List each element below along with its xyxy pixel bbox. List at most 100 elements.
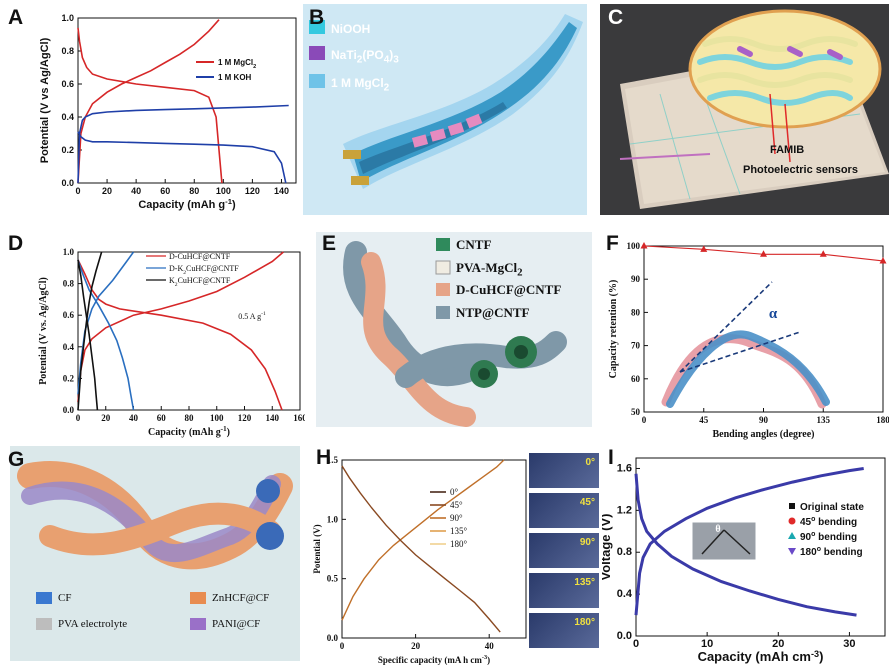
series-line-5: [77, 259, 99, 411]
x-tick-label: 20: [102, 186, 112, 196]
legend-label: Original state: [800, 502, 864, 513]
legend-label: D-CuHCF@CNTF: [169, 252, 231, 261]
x-axis-title: Specific capacity (mA h cm-3): [378, 654, 490, 665]
legend-label: 180°: [450, 539, 468, 549]
legend-marker: [788, 548, 796, 555]
chart-f: 0 45 90 135 180 50 60 70 80 90 100 Bending angles (…: [608, 241, 889, 440]
legend-label: 1 M MgCl2: [218, 58, 256, 70]
x-tick-label: 0: [76, 413, 81, 423]
y-tick-label: 1.2: [617, 504, 632, 516]
data-point: [879, 256, 887, 264]
panel-h: 0 20 40 0.0 0.5 1.0 1.5 Specific capacity (mA h…: [310, 446, 602, 668]
panel-d: 0 20 40 60 80 100 120 140 160 0.0 0.2 0.4 0.6 0.8 1.0 C…: [0, 232, 307, 442]
panel-c: C FAMIB Photoelectric sensors: [600, 4, 889, 215]
panel-letter-b: B: [309, 6, 325, 29]
bending-photo: 180°: [528, 612, 600, 649]
panel-b: B NiOOH NaTi2(PO4)3 1 M MgCl2: [303, 4, 587, 215]
angle-line: [679, 281, 773, 373]
x-tick-label: 90: [759, 415, 769, 425]
inset-line: [701, 529, 725, 555]
label-photoelectric-sensors: Photoelectric sensors: [743, 164, 858, 176]
x-tick-label: 80: [189, 186, 199, 196]
y-tick-label: 0.4: [617, 588, 633, 600]
legend-swatch-cntf: [436, 238, 450, 251]
fiber-battery-illustration: [316, 232, 592, 427]
y-tick-label: 70: [631, 341, 641, 351]
legend-label-cntf: CNTF: [456, 237, 492, 252]
y-axis-title: Potential (V vs Ag/AgCl): [39, 37, 51, 163]
y-tick-label: 50: [631, 407, 641, 417]
plot-frame: [341, 459, 527, 639]
rate-annotation: 0.5 A g-1: [238, 311, 266, 321]
x-tick-label: 30: [843, 638, 855, 650]
chart-i: 0 10 20 30 0.0 0.4 0.8 1.2 1.6 Capacity (mAh cm-3…: [598, 457, 886, 664]
series-line-2: [77, 104, 289, 184]
x-tick-label: 60: [157, 413, 167, 423]
y-tick-label: 100: [627, 241, 641, 251]
y-tick-label: 0.0: [63, 405, 75, 415]
x-tick-label: 0: [633, 638, 639, 650]
y-tick-label: 0.6: [63, 310, 75, 320]
y-axis-title: Voltage (V): [602, 514, 613, 581]
chart-h: 0 20 40 0.0 0.5 1.0 1.5 Specific capacity (mA h…: [312, 455, 527, 665]
panel-letter-f: F: [606, 232, 619, 255]
x-tick-label: 20: [101, 413, 111, 423]
y-tick-label: 0.8: [617, 546, 632, 558]
legend-label-ntp: NTP@CNTF: [456, 305, 530, 320]
photo-angle-label: 0°: [585, 457, 595, 468]
x-tick-label: 180: [876, 415, 889, 425]
panel-letter-c: C: [608, 6, 624, 29]
panel-letter-d: D: [8, 232, 24, 255]
y-tick-label: 60: [631, 374, 641, 384]
bending-photo: 45°: [528, 492, 600, 529]
y-tick-label: 0.5: [327, 574, 339, 584]
panel-letter-g: G: [8, 448, 25, 471]
series-line-2: [77, 251, 135, 395]
chart-a: 0 20 40 60 80 100 120 140 0.0 0.2 0.4 0.6 0.8 1.0 Capa…: [39, 13, 297, 211]
y-tick-label: 0.6: [61, 79, 74, 89]
legend-swatch-nti: [309, 46, 325, 60]
data-point: [760, 250, 767, 257]
angle-line: [679, 331, 801, 373]
x-axis-title: Capacity (mAh cm-3): [698, 649, 824, 664]
y-tick-label: 1.0: [61, 13, 74, 23]
legend-label-mgcl: 1 M MgCl2: [331, 76, 390, 94]
x-tick-label: 0: [642, 415, 647, 425]
y-tick-label: 0.2: [61, 145, 74, 155]
legend-label: K2CuHCF@CNTF: [169, 276, 231, 288]
twisted-fiber-blue: [666, 330, 830, 408]
series-line-1: [634, 473, 857, 617]
y-axis-title: Capacity retention (%): [608, 280, 619, 379]
zinc-fiber-illustration: [10, 446, 300, 661]
panel-letter-a: A: [8, 6, 24, 29]
x-tick-label: 80: [185, 413, 195, 423]
series-line-4: [77, 251, 103, 411]
angle-symbol: α: [769, 306, 778, 322]
x-tick-label: 40: [129, 413, 139, 423]
legend-label: 135°: [450, 526, 468, 536]
x-tick-label: 120: [238, 413, 252, 423]
legend-swatch-pva: [435, 260, 451, 275]
bending-photo: 0°: [528, 452, 600, 489]
legend-label-niooh: NiOOH: [331, 22, 371, 36]
y-tick-label: 0.8: [63, 279, 75, 289]
series-line-0: [77, 19, 220, 184]
x-tick-label: 100: [210, 413, 224, 423]
y-tick-label: 0.4: [63, 342, 75, 352]
legend-label-cf: CF: [58, 592, 72, 604]
series-line-1: [77, 27, 223, 184]
y-axis-title: Potential (V vs. Ag/AgCl): [38, 277, 49, 385]
y-tick-label: 1.0: [327, 514, 339, 524]
x-tick-label: 160: [293, 413, 305, 423]
bending-photos: 0° 45° 90° 135° 180°: [528, 452, 600, 652]
data-point: [819, 250, 827, 257]
label-famib: FAMIB: [770, 144, 805, 156]
legend-swatch-dcuhcf: [436, 283, 450, 296]
textile-photo: [600, 4, 889, 215]
x-tick-label: 0: [340, 641, 345, 651]
x-tick-label: 60: [160, 186, 170, 196]
bending-photo: 135°: [528, 572, 600, 609]
legend-label: 180o bending: [800, 546, 863, 558]
legend-label: D-K2CuHCF@CNTF: [169, 264, 239, 276]
y-tick-label: 0.0: [61, 178, 74, 188]
